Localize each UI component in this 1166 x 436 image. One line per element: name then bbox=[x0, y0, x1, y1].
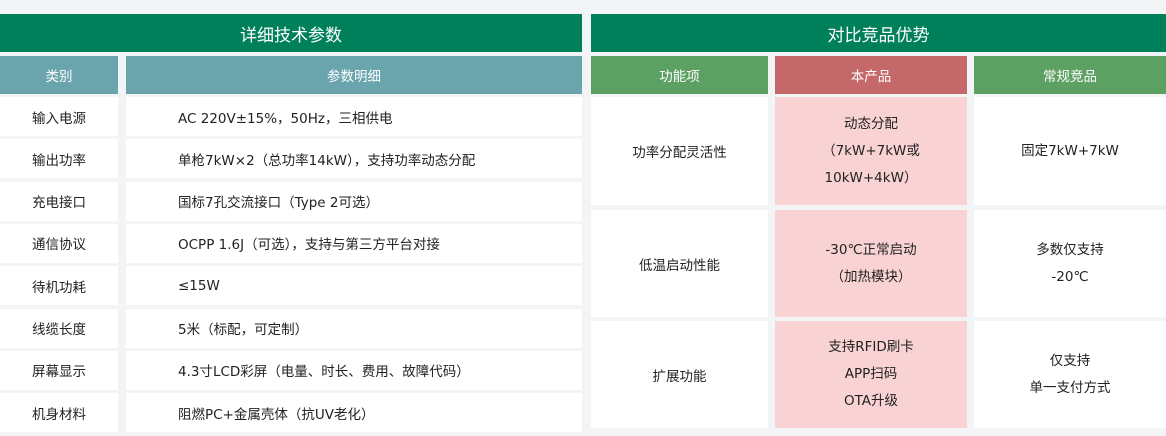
compare-title: 对比竞品优势 bbox=[591, 14, 1166, 52]
specs-header-category: 类别 bbox=[0, 56, 118, 94]
compare-header-ours: 本产品 bbox=[775, 56, 967, 94]
compare-others-line: -20℃ bbox=[1051, 268, 1089, 285]
compare-others-cell: 多数仅支持 -20℃ bbox=[974, 210, 1166, 317]
spec-category-cell: 屏幕显示 bbox=[0, 350, 118, 390]
compare-ours-line: 动态分配 bbox=[844, 115, 898, 132]
compare-ours-cell: -30℃正常启动 （加热模块） bbox=[775, 210, 967, 317]
spec-category-cell: 输出功率 bbox=[0, 139, 118, 179]
spec-detail-cell: 阻燃PC+金属壳体（抗UV老化） bbox=[126, 393, 582, 433]
spec-detail-cell: OCPP 1.6J（可选），支持与第三方平台对接 bbox=[126, 223, 582, 263]
specs-header-detail: 参数明细 bbox=[126, 56, 582, 94]
compare-feature-cell: 功率分配灵活性 bbox=[591, 97, 768, 205]
compare-others-line: 固定7kW+7kW bbox=[1021, 142, 1119, 159]
compare-ours-line: 10kW+4kW） bbox=[824, 169, 918, 186]
spec-detail-cell: 国标7孔交流接口（Type 2可选） bbox=[126, 181, 582, 221]
compare-others-line: 多数仅支持 bbox=[1036, 241, 1104, 258]
compare-ours-line: APP扫码 bbox=[844, 366, 898, 382]
spec-detail-cell: 4.3寸LCD彩屏（电量、时长、费用、故障代码） bbox=[126, 350, 582, 390]
compare-ours-cell: 支持RFID刷卡 APP扫码 OTA升级 bbox=[775, 321, 967, 428]
spec-detail-cell: ≤15W bbox=[126, 266, 582, 306]
spec-category-cell: 机身材料 bbox=[0, 393, 118, 433]
compare-feature-cell: 低温启动性能 bbox=[591, 210, 768, 317]
compare-ours-line: （加热模块） bbox=[830, 268, 912, 285]
spec-category-cell: 输入电源 bbox=[0, 97, 118, 136]
compare-others-line: 单一支付方式 bbox=[1029, 379, 1111, 396]
spec-category-cell: 充电接口 bbox=[0, 181, 118, 221]
specs-title: 详细技术参数 bbox=[0, 14, 582, 52]
spec-category-cell: 待机功耗 bbox=[0, 266, 118, 306]
compare-others-cell: 仅支持 单一支付方式 bbox=[974, 321, 1166, 428]
spec-detail-cell: AC 220V±15%，50Hz，三相供电 bbox=[126, 97, 582, 136]
spec-category-cell: 通信协议 bbox=[0, 223, 118, 263]
compare-header-feature: 功能项 bbox=[591, 56, 768, 94]
compare-header-others: 常规竞品 bbox=[974, 56, 1166, 94]
spec-category-cell: 线缆长度 bbox=[0, 308, 118, 348]
compare-ours-line: -30℃正常启动 bbox=[825, 241, 917, 258]
spec-detail-cell: 5米（标配，可定制） bbox=[126, 308, 582, 348]
compare-ours-line: OTA升级 bbox=[843, 393, 899, 409]
compare-ours-line: （7kW+7kW或 bbox=[822, 142, 920, 159]
spec-detail-cell: 单枪7kW×2（总功率14kW），支持功率动态分配 bbox=[126, 139, 582, 179]
compare-others-line: 仅支持 bbox=[1049, 352, 1091, 369]
compare-others-cell: 固定7kW+7kW bbox=[974, 97, 1166, 205]
compare-feature-cell: 扩展功能 bbox=[591, 321, 768, 428]
compare-ours-line: 支持RFID刷卡 bbox=[828, 339, 914, 355]
compare-ours-cell: 动态分配 （7kW+7kW或 10kW+4kW） bbox=[775, 97, 967, 205]
